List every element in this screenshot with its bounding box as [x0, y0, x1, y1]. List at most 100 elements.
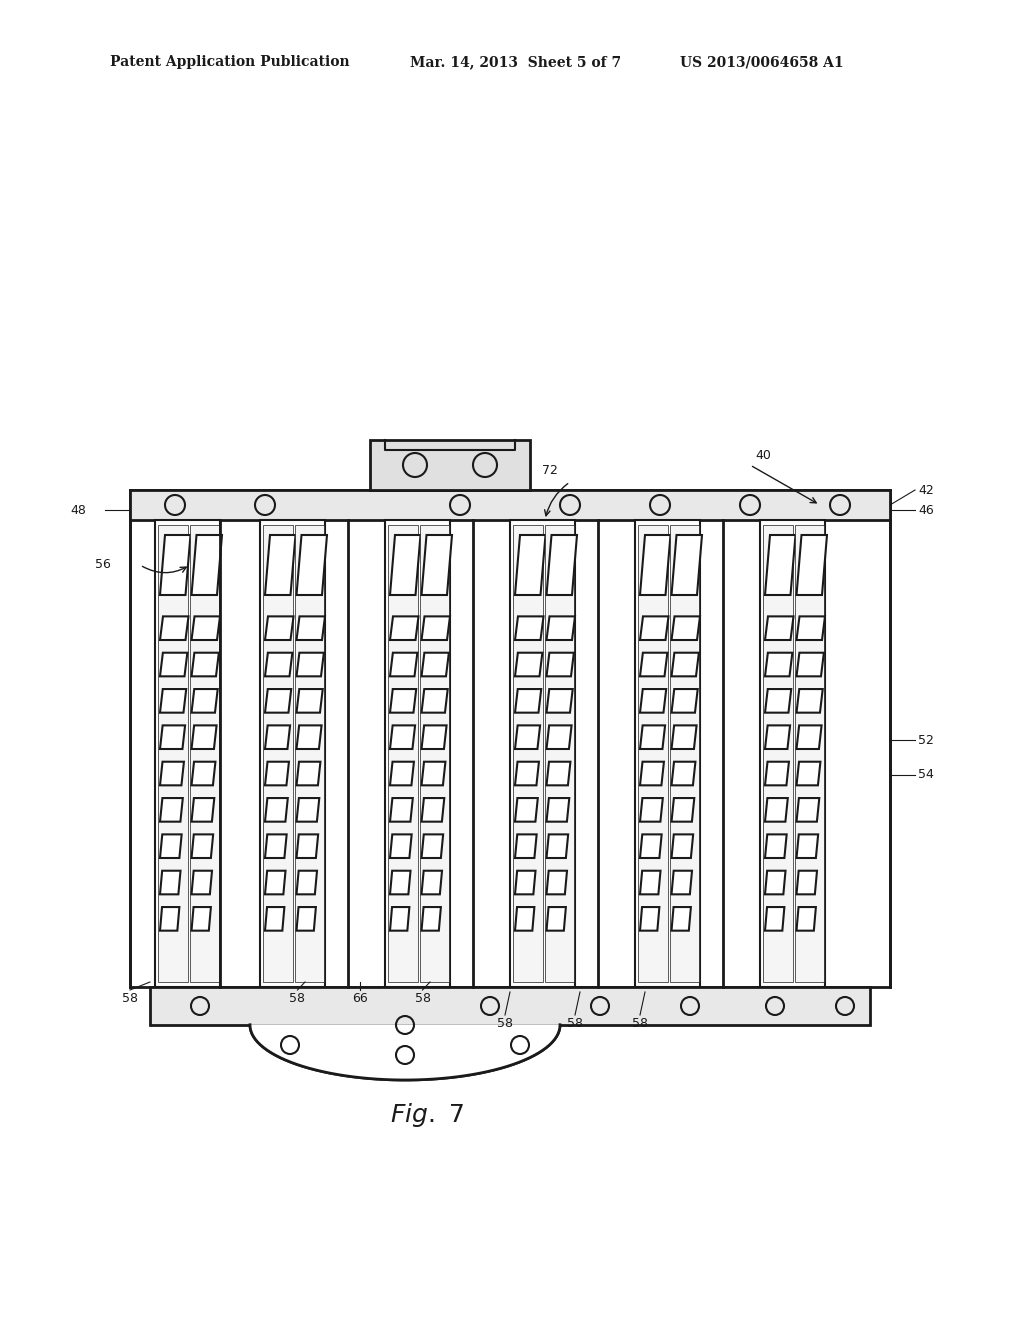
Polygon shape — [547, 689, 572, 713]
Polygon shape — [390, 762, 414, 785]
Polygon shape — [160, 652, 187, 676]
Polygon shape — [765, 799, 787, 821]
Text: US 2013/0064658 A1: US 2013/0064658 A1 — [680, 55, 844, 69]
Bar — [158, 525, 187, 982]
Bar — [635, 520, 700, 987]
Polygon shape — [160, 689, 186, 713]
Text: 42: 42 — [918, 483, 934, 496]
Polygon shape — [515, 799, 538, 821]
Polygon shape — [191, 616, 220, 640]
Polygon shape — [640, 616, 669, 640]
Polygon shape — [515, 871, 536, 895]
Polygon shape — [797, 834, 818, 858]
Polygon shape — [515, 726, 540, 748]
Bar — [130, 490, 890, 520]
Polygon shape — [640, 762, 664, 785]
Bar — [370, 440, 530, 490]
Polygon shape — [297, 616, 325, 640]
Polygon shape — [297, 834, 318, 858]
Polygon shape — [765, 689, 792, 713]
Polygon shape — [160, 799, 183, 821]
Polygon shape — [672, 726, 696, 748]
Polygon shape — [797, 907, 816, 931]
Polygon shape — [765, 726, 791, 748]
Polygon shape — [797, 535, 827, 595]
Bar — [513, 525, 543, 982]
Polygon shape — [160, 907, 179, 931]
Polygon shape — [640, 652, 668, 676]
Polygon shape — [640, 799, 663, 821]
Polygon shape — [672, 689, 697, 713]
Polygon shape — [160, 762, 184, 785]
Polygon shape — [265, 907, 285, 931]
Polygon shape — [390, 871, 411, 895]
Polygon shape — [160, 834, 181, 858]
Polygon shape — [390, 689, 416, 713]
Polygon shape — [265, 726, 290, 748]
Polygon shape — [547, 726, 571, 748]
Polygon shape — [297, 726, 322, 748]
Bar — [545, 525, 574, 982]
Polygon shape — [640, 535, 671, 595]
Polygon shape — [160, 871, 180, 895]
Polygon shape — [765, 535, 796, 595]
Polygon shape — [765, 762, 788, 785]
Polygon shape — [672, 871, 692, 895]
Polygon shape — [297, 907, 315, 931]
Polygon shape — [191, 799, 214, 821]
Polygon shape — [797, 762, 820, 785]
Polygon shape — [547, 799, 569, 821]
Polygon shape — [265, 616, 294, 640]
Polygon shape — [765, 652, 793, 676]
Bar — [263, 525, 293, 982]
Polygon shape — [547, 616, 575, 640]
Polygon shape — [191, 834, 213, 858]
Text: 58: 58 — [290, 993, 305, 1005]
Polygon shape — [547, 834, 568, 858]
Text: 56: 56 — [95, 558, 111, 572]
Polygon shape — [422, 689, 447, 713]
Bar — [510, 520, 575, 987]
Polygon shape — [191, 652, 219, 676]
Polygon shape — [390, 726, 415, 748]
Text: 46: 46 — [918, 503, 934, 516]
Polygon shape — [297, 799, 319, 821]
Polygon shape — [640, 907, 659, 931]
Text: 58: 58 — [415, 993, 430, 1005]
Polygon shape — [265, 652, 293, 676]
Polygon shape — [191, 762, 215, 785]
Text: Patent Application Publication: Patent Application Publication — [110, 55, 349, 69]
Text: 40: 40 — [755, 449, 771, 462]
Text: 52: 52 — [918, 734, 934, 747]
Polygon shape — [640, 689, 667, 713]
Polygon shape — [297, 652, 324, 676]
Text: Mar. 14, 2013  Sheet 5 of 7: Mar. 14, 2013 Sheet 5 of 7 — [410, 55, 622, 69]
Polygon shape — [672, 762, 695, 785]
Text: 58: 58 — [497, 1016, 513, 1030]
Polygon shape — [390, 799, 413, 821]
Polygon shape — [160, 616, 188, 640]
Polygon shape — [640, 726, 665, 748]
Polygon shape — [515, 834, 537, 858]
Bar — [295, 525, 324, 982]
Bar — [638, 525, 668, 982]
Polygon shape — [297, 762, 321, 785]
Polygon shape — [422, 907, 441, 931]
Polygon shape — [191, 535, 222, 595]
Polygon shape — [191, 871, 212, 895]
Polygon shape — [390, 652, 418, 676]
Bar — [795, 525, 824, 982]
Text: 72: 72 — [542, 465, 558, 477]
Polygon shape — [422, 535, 452, 595]
Polygon shape — [422, 762, 445, 785]
Polygon shape — [547, 907, 566, 931]
Polygon shape — [422, 871, 442, 895]
Bar — [763, 525, 793, 982]
Polygon shape — [265, 871, 286, 895]
Polygon shape — [422, 834, 443, 858]
Polygon shape — [765, 907, 784, 931]
Polygon shape — [547, 535, 577, 595]
Bar — [385, 520, 450, 987]
Polygon shape — [515, 689, 542, 713]
Polygon shape — [297, 535, 327, 595]
